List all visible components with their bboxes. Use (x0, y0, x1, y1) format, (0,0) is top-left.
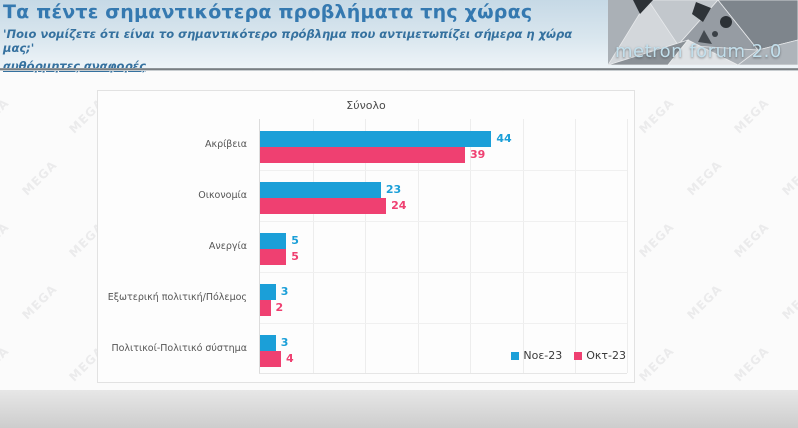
plot-area: 44 39 23 24 5 5 3 2 3 4 (259, 119, 628, 374)
bar-Οκτ-23 (260, 351, 282, 367)
mega-watermark: MEGA (19, 281, 60, 323)
header: Τα πέντε σημαντικότερα προβλήματα της χώ… (0, 0, 798, 73)
gridline (417, 119, 419, 373)
bar-Νοε-23 (260, 233, 287, 249)
mega-watermark: MEGA (731, 95, 772, 137)
bar-value: 39 (470, 148, 486, 161)
mega-watermark: MEGA (636, 219, 677, 261)
mega-watermark: MEGA (684, 281, 725, 323)
bar-Οκτ-23 (260, 249, 287, 265)
bar-value: 5 (291, 250, 299, 263)
mega-watermark: MEGA (0, 219, 12, 261)
gridline (312, 119, 314, 373)
legend-swatch (511, 351, 520, 360)
metron-forum-logo: metron forum 2.0 (608, 0, 798, 65)
mega-watermark: MEGA (0, 343, 12, 385)
header-divider (0, 68, 798, 71)
category-label: Πολιτικοί-Πολιτικό σύστημα (111, 342, 247, 354)
bar-Νοε-23 (260, 131, 492, 147)
legend-swatch (574, 351, 583, 360)
mega-watermark: MEGA (779, 281, 798, 323)
category-label: Ακρίβεια (204, 138, 247, 150)
bar-row: 44 39 (260, 119, 627, 170)
legend: Νοε-23 Οκτ-23 (511, 349, 626, 362)
mega-watermark: MEGA (779, 157, 798, 199)
gridline (575, 119, 577, 373)
mega-watermark: MEGA (731, 219, 772, 261)
mega-watermark: MEGA (731, 343, 772, 385)
bar-value: 3 (280, 336, 289, 349)
gridline (627, 119, 628, 373)
chart-title: Σύνολο (346, 99, 386, 112)
bar-Οκτ-23 (260, 147, 466, 163)
bar-value: 44 (496, 132, 512, 145)
legend-label: Οκτ-23 (586, 349, 626, 362)
legend-label: Νοε-23 (523, 349, 563, 362)
gridline (522, 119, 524, 373)
logo-text: metron forum 2.0 (615, 41, 782, 62)
page-title: Τα πέντε σημαντικότερα προβλήματα της χώ… (3, 1, 533, 23)
gridline (365, 119, 367, 373)
bar-value: 23 (385, 183, 402, 196)
bar-Οκτ-23 (260, 198, 387, 214)
mega-watermark: MEGA (636, 343, 677, 385)
gridline (260, 272, 627, 273)
bar-Οκτ-23 (260, 300, 271, 316)
legend-item: Οκτ-23 (574, 349, 626, 362)
chart-panel: Σύνολο Ακρίβεια Οικονομία Ανεργία Εξωτερική… (97, 90, 635, 383)
gridline (260, 170, 627, 171)
bottom-strip (0, 390, 798, 428)
bar-Νοε-23 (260, 284, 276, 300)
bar-value: 2 (275, 301, 284, 314)
legend-item: Νοε-23 (511, 349, 562, 362)
category-axis: Ακρίβεια Οικονομία Ανεργία Εξωτερική πολιτι… (98, 119, 253, 374)
bar-row: 23 24 (260, 170, 627, 221)
poll-question: 'Ποιο νομίζετε ότι είναι το σημαντικότερ… (3, 26, 573, 55)
gridline (470, 119, 472, 373)
category-label: Εξωτερική πολιτική/Πόλεμος (107, 291, 247, 303)
category-label: Οικονομία (198, 189, 247, 201)
bar-value: 3 (280, 285, 289, 298)
header-text: Τα πέντε σημαντικότερα προβλήματα της χώ… (3, 1, 603, 74)
mega-watermark: MEGA (0, 95, 12, 137)
bar-value: 4 (286, 352, 294, 365)
mega-watermark: MEGA (636, 95, 677, 137)
category-label: Ανεργία (208, 240, 247, 252)
logo-facets-graphic (608, 0, 798, 65)
mega-watermark: MEGA (684, 157, 725, 199)
bar-value: 24 (391, 199, 407, 212)
bar-Νοε-23 (260, 182, 381, 198)
mega-watermark: MEGA (19, 157, 60, 199)
bar-value: 5 (291, 234, 299, 247)
bar-Νοε-23 (260, 335, 276, 351)
gridline (260, 323, 627, 324)
gridline (260, 221, 627, 222)
